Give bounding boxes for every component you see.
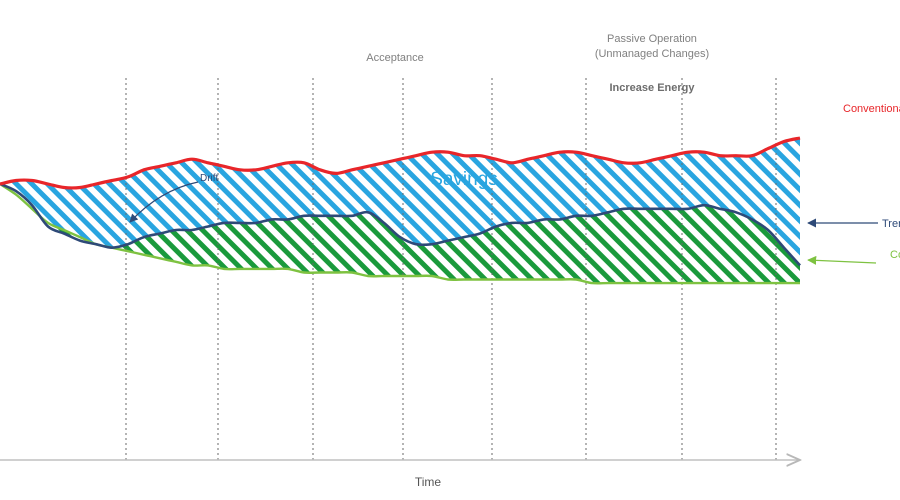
phase-label-increase-energy: Increase Energy xyxy=(610,82,696,94)
fills-layer xyxy=(0,138,800,284)
x-axis-label: Time xyxy=(415,475,442,489)
series-line-committed xyxy=(0,182,800,285)
drift-label: Drift xyxy=(200,173,219,184)
drift-pointer xyxy=(129,181,199,223)
grid-layer xyxy=(125,78,777,460)
phase-label-passive-operation: Passive Operation xyxy=(607,33,697,45)
lines-layer xyxy=(0,136,801,285)
savings-fill-area xyxy=(0,138,800,266)
committed-fill-area xyxy=(0,184,800,284)
phase-label-unmanaged-changes: (Unmanaged Changes) xyxy=(595,48,709,60)
series-label-committed: Committed xyxy=(890,249,900,261)
committed-pointer xyxy=(807,255,877,265)
savings-label: Savings xyxy=(430,169,498,190)
series-line-conventional xyxy=(0,136,801,190)
series-label-conventional: Conventional xyxy=(843,103,900,115)
series-label-trend: Trend xyxy=(882,218,900,230)
series-line-trend xyxy=(0,182,801,267)
phase-label-acceptance: Acceptance xyxy=(366,52,423,64)
